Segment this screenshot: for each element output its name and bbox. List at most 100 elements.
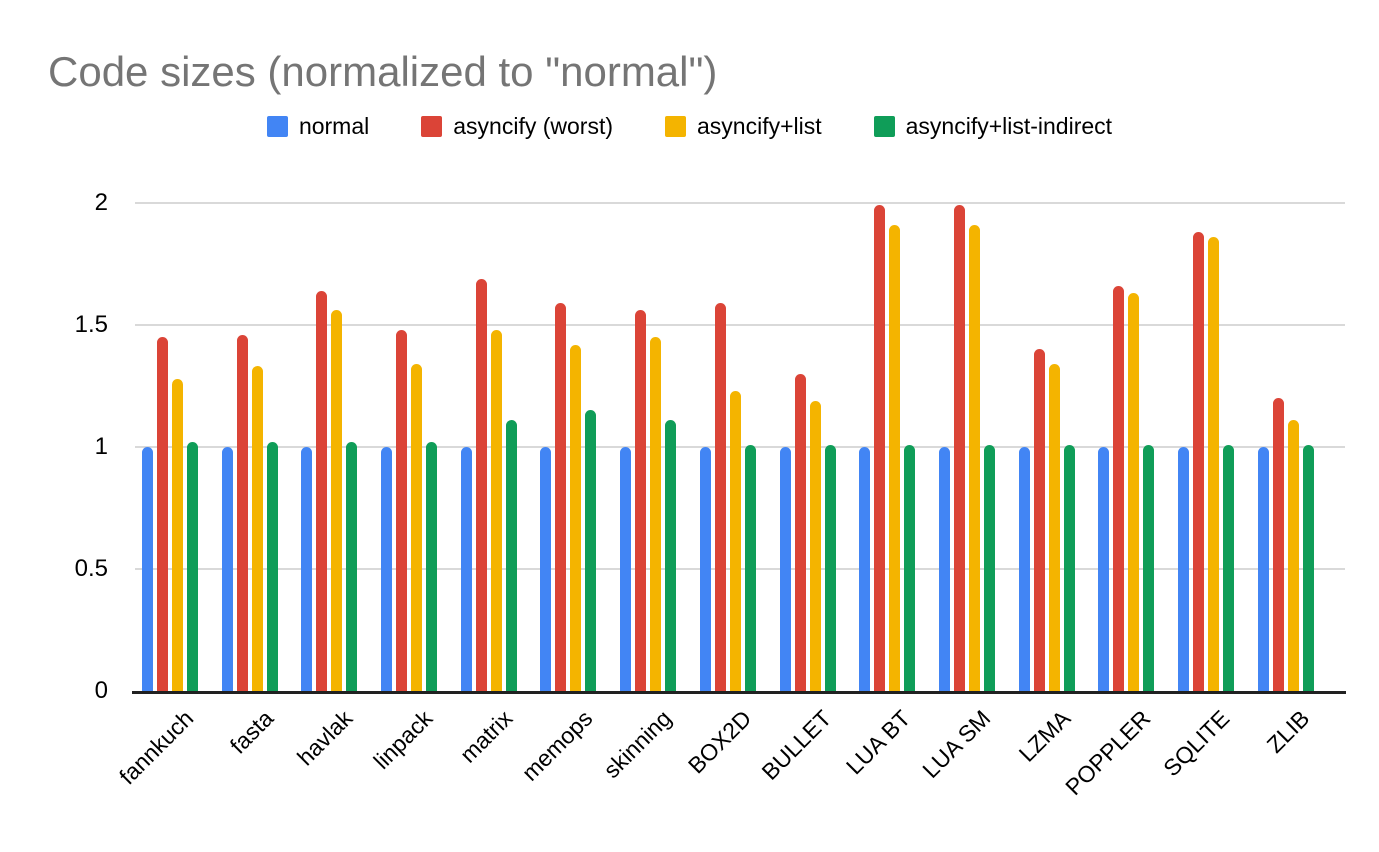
legend-label: asyncify (worst) — [453, 113, 613, 139]
legend-item-asyncify-list: asyncify+list — [665, 113, 822, 140]
bar — [939, 447, 951, 691]
bar — [346, 442, 358, 691]
x-axis-label: fannkuch — [113, 705, 199, 790]
bar — [1287, 420, 1299, 691]
bar — [650, 337, 662, 691]
bar — [1223, 444, 1235, 691]
bar — [490, 329, 502, 691]
bar — [1098, 447, 1110, 691]
bar — [984, 444, 996, 691]
bar — [635, 310, 647, 691]
x-axis-label: linpack — [368, 705, 438, 775]
x-axis-label: BULLET — [756, 705, 837, 785]
bar-group-POPPLER — [1098, 170, 1155, 691]
bar-group-LZMA — [1018, 170, 1075, 691]
bar — [1257, 447, 1269, 691]
bar — [889, 224, 901, 691]
bar-group-LUA SM — [939, 170, 996, 691]
bar — [236, 334, 248, 691]
bar-group-memops — [540, 170, 597, 691]
bar — [954, 205, 966, 691]
bar — [570, 344, 582, 691]
bar-group-LUA BT — [859, 170, 916, 691]
bar — [1113, 285, 1125, 691]
legend-swatch-asyncify-worst — [421, 116, 443, 137]
bar — [620, 447, 632, 691]
x-axis-label: POPPLER — [1059, 705, 1156, 801]
bar — [460, 447, 472, 691]
bar — [665, 420, 677, 691]
bar — [809, 400, 821, 691]
bar-group-skinning — [620, 170, 677, 691]
y-tick-label: 0 — [94, 677, 108, 704]
legend-label: asyncify+list — [697, 113, 822, 139]
bar-group-BULLET — [779, 170, 836, 691]
bar — [156, 337, 168, 691]
bar — [714, 303, 726, 691]
legend-label: normal — [298, 113, 370, 139]
x-axis-label: LUA BT — [841, 705, 916, 780]
legend-item-normal: normal — [266, 113, 370, 140]
legend-item-asyncify-list-indirect: asyncify+list-indirect — [873, 113, 1112, 140]
bar — [969, 224, 981, 691]
bar — [1063, 444, 1075, 691]
bar — [505, 420, 517, 691]
x-axis-line — [132, 691, 1346, 694]
bar — [874, 205, 886, 691]
bar — [1143, 444, 1155, 691]
bar-group-matrix — [460, 170, 517, 691]
bar — [1208, 237, 1220, 691]
gridline — [135, 324, 1345, 326]
y-tick-label: 1.5 — [74, 311, 108, 338]
bar — [540, 447, 552, 691]
bar-group-SQLITE — [1178, 170, 1235, 691]
x-axis-label: skinning — [598, 705, 677, 784]
bar — [381, 447, 393, 691]
bar-group-ZLIB — [1257, 170, 1314, 691]
bar — [699, 447, 711, 691]
x-axis-label: LUA SM — [917, 705, 996, 784]
bar — [1193, 232, 1205, 691]
bar — [779, 447, 791, 691]
bar-group-fannkuch — [141, 170, 198, 691]
bar — [266, 442, 278, 691]
x-axis-label: havlak — [292, 705, 358, 771]
x-axis-label: LZMA — [1013, 705, 1076, 767]
x-axis-label: SQLITE — [1158, 705, 1235, 782]
bar — [1128, 293, 1140, 691]
y-tick-label: 1 — [94, 433, 108, 460]
legend-swatch-asyncify-list-indirect — [873, 116, 895, 137]
bar — [1302, 444, 1314, 691]
bar — [1048, 364, 1060, 691]
bar — [301, 447, 313, 691]
bar — [794, 373, 806, 691]
y-tick-label: 2 — [94, 189, 108, 216]
bar — [1272, 398, 1284, 691]
y-tick-label: 0.5 — [74, 555, 108, 582]
x-axis-label: BOX2D — [682, 705, 757, 779]
x-axis-label: memops — [516, 705, 597, 786]
bar — [1178, 447, 1190, 691]
bar — [141, 447, 153, 691]
gridline — [135, 202, 1345, 204]
bar — [475, 278, 487, 691]
bar-group-havlak — [301, 170, 358, 691]
legend: normal asyncify (worst) asyncify+list as… — [0, 113, 1379, 140]
legend-item-asyncify-worst: asyncify (worst) — [421, 113, 613, 140]
x-axis-label: fasta — [224, 705, 278, 759]
bar — [729, 390, 741, 691]
bar-group-fasta — [221, 170, 278, 691]
bar-group-linpack — [381, 170, 438, 691]
x-axis-label: ZLIB — [1261, 705, 1315, 758]
bar — [396, 329, 408, 691]
bar-group-BOX2D — [699, 170, 756, 691]
bar — [859, 447, 871, 691]
bar — [186, 442, 198, 691]
bar — [555, 303, 567, 691]
bar-groups — [130, 170, 1326, 691]
bar — [221, 447, 233, 691]
plot-area: 0 0.5 1 1.5 2 fannkuch fasta havlak linpack matr… — [0, 170, 1379, 830]
bar — [744, 444, 756, 691]
bar — [316, 290, 328, 691]
